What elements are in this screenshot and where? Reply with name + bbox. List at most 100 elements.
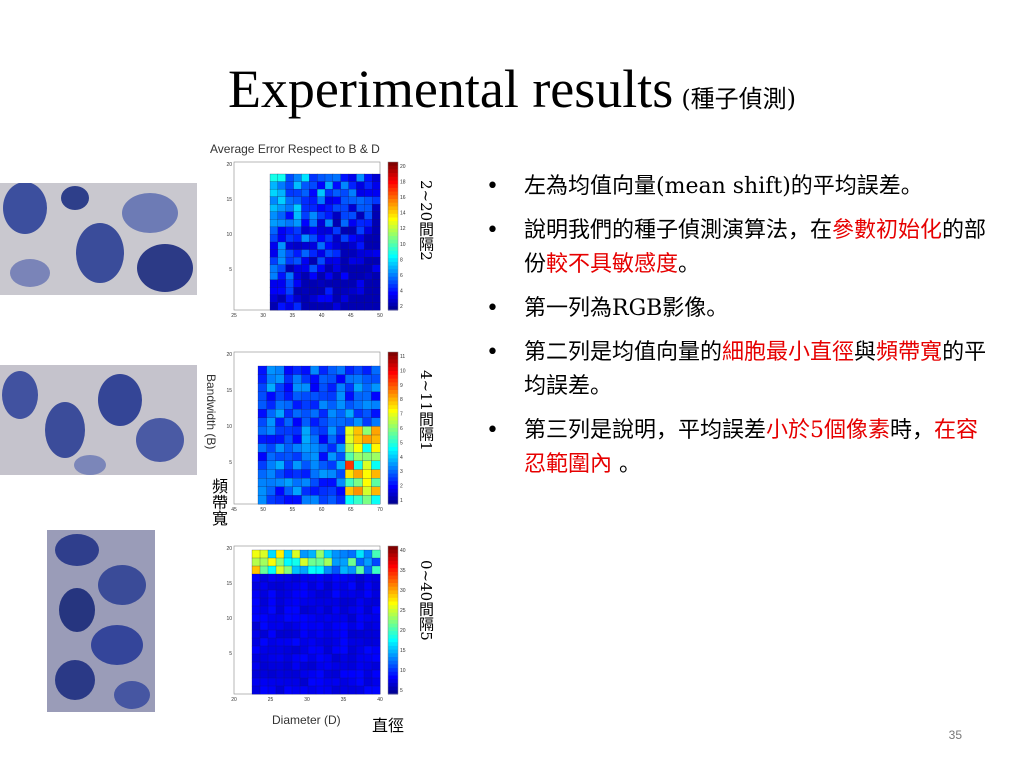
cell-image-2 <box>0 365 197 475</box>
colorbar-segment <box>388 616 398 621</box>
heatmap-cell <box>251 549 261 559</box>
heatmap-cell <box>324 226 334 235</box>
heatmap-cell <box>371 613 381 623</box>
heatmap-cell <box>353 486 363 496</box>
colorbar-segment <box>388 439 398 444</box>
heatmap-cell <box>291 605 301 615</box>
colorbar-tick-label: 40 <box>400 548 406 554</box>
heatmap-cell <box>340 249 349 258</box>
heatmap-cell <box>251 573 261 583</box>
heatmap-cell <box>251 613 261 623</box>
heatmap-cell <box>324 279 334 288</box>
heatmap-cell <box>285 249 294 258</box>
heatmap-cell <box>309 302 318 311</box>
heatmap-cell <box>285 196 294 205</box>
heatmap-cell <box>266 469 276 479</box>
heatmap-cell <box>317 264 326 273</box>
heatmap-cell <box>339 669 349 679</box>
bullet-dot-icon: • <box>486 174 499 199</box>
heatmap-cell <box>323 605 333 615</box>
heatmap-cell <box>309 294 318 303</box>
colorbar-tick-label: 14 <box>400 211 406 217</box>
heatmap-cell <box>307 581 317 591</box>
heatmap-cell <box>362 383 372 393</box>
heatmap-cell <box>251 661 261 671</box>
heatmap-cell <box>275 669 285 679</box>
colorbar-segment <box>388 258 398 263</box>
heatmap-cell <box>251 589 261 599</box>
heatmap-cell <box>251 653 261 663</box>
heatmap-cell <box>317 249 326 258</box>
x-tick-label: 40 <box>319 313 325 319</box>
heatmap-cell <box>257 443 268 453</box>
heatmap-cell <box>269 241 279 250</box>
heatmap-cell <box>363 677 373 687</box>
heatmap-cell <box>283 589 293 599</box>
heatmap-cell <box>267 653 277 663</box>
heatmap-cell <box>363 605 373 615</box>
heatmap-cell <box>331 629 341 639</box>
heatmap-cell <box>364 256 373 266</box>
heatmap-cell <box>371 391 381 401</box>
colorbar-segment <box>388 675 398 680</box>
heatmap-cell <box>345 460 355 470</box>
heatmap-cell <box>275 621 285 631</box>
colorbar-segment <box>388 462 398 467</box>
colorbar-segment <box>388 210 398 215</box>
heatmap-cell <box>323 613 333 623</box>
heatmap-cell <box>355 653 365 663</box>
heatmap-cell <box>310 434 320 445</box>
colorbar-segment <box>388 546 398 551</box>
heatmap-cell <box>275 460 285 470</box>
x-axis-label-zh: 直徑 <box>372 716 405 735</box>
heatmap-cell <box>266 478 276 488</box>
heatmap-cell <box>332 219 342 228</box>
heatmap-cell <box>275 478 285 488</box>
y-axis-label-zh: 頻帶寬 <box>209 478 228 526</box>
heatmap-cell <box>284 469 294 479</box>
heatmap-cell <box>266 426 276 436</box>
heatmap-cell <box>275 637 285 647</box>
heatmap-cell <box>275 565 285 575</box>
heatmap-cell <box>323 653 333 663</box>
heatmap-cell <box>336 452 346 462</box>
heatmap-cell <box>275 365 285 376</box>
heatmap-cell <box>293 287 302 296</box>
heatmap-cell <box>285 272 294 281</box>
heatmap-cell <box>315 621 325 631</box>
heatmap-cell <box>363 669 373 679</box>
y-tick-label: 20 <box>226 162 232 168</box>
heatmap-cell <box>309 264 318 273</box>
heatmap-cell <box>307 645 317 655</box>
bullet-dot-icon: • <box>486 340 499 365</box>
heatmap-cell <box>267 565 277 575</box>
heatmap-cell <box>364 302 373 311</box>
heatmap-cell <box>339 629 349 639</box>
colorbar-segment <box>388 250 398 255</box>
heatmap-cell <box>323 661 333 671</box>
heatmap-cell <box>301 426 311 436</box>
colorbar-segment <box>388 371 398 376</box>
heatmap-cell <box>363 597 373 607</box>
heatmap-cell <box>257 391 268 401</box>
heatmap-cell <box>283 565 293 575</box>
heatmap-cell <box>371 486 381 496</box>
colorbar-segment <box>388 668 398 673</box>
heatmap-cell <box>331 549 341 559</box>
heatmap-cell <box>371 565 381 575</box>
heatmap-cell <box>269 173 279 182</box>
heatmap-cell <box>310 365 320 376</box>
heatmap-cell <box>315 685 325 695</box>
colorbar-segment <box>388 232 398 237</box>
heatmap-cell <box>292 460 302 470</box>
heatmap-cell <box>301 264 310 273</box>
heatmap-cell <box>292 374 302 384</box>
colorbar-segment <box>388 176 398 181</box>
colorbar-tick-label: 2 <box>400 484 403 490</box>
heatmap-cell <box>323 573 333 583</box>
colorbar-segment <box>388 291 398 296</box>
heatmap-cell <box>293 264 302 273</box>
heatmap-cell <box>336 478 346 488</box>
heatmap-cell <box>371 557 381 567</box>
heatmap-cell <box>291 597 301 607</box>
